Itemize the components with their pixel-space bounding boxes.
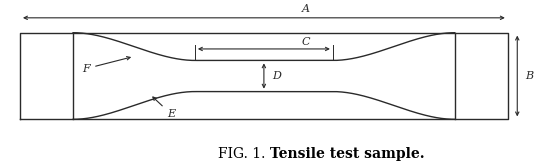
Text: C: C (302, 37, 310, 47)
Text: A: A (302, 4, 310, 14)
Text: F: F (82, 57, 130, 74)
Text: B: B (524, 71, 533, 81)
Text: FIG. 1.: FIG. 1. (218, 147, 270, 161)
Text: D: D (272, 71, 281, 81)
Text: Tensile test sample.: Tensile test sample. (270, 147, 424, 161)
Text: E: E (153, 97, 175, 119)
